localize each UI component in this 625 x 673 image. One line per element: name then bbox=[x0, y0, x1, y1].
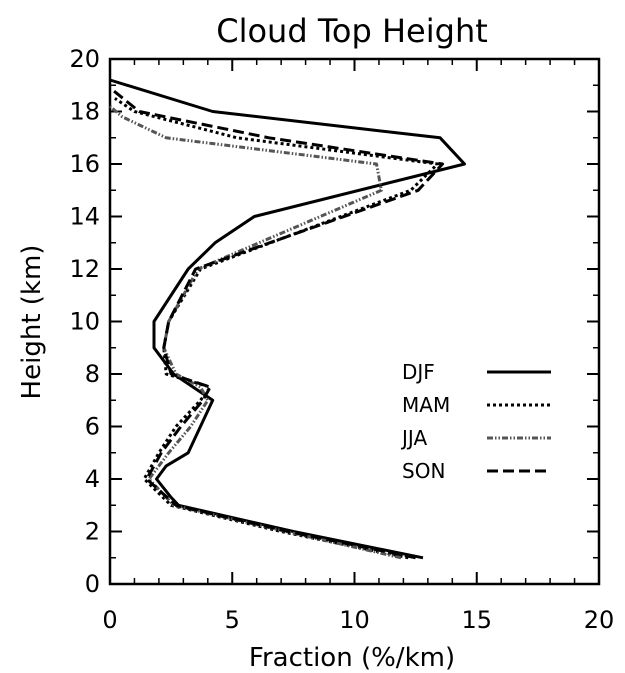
series-line-son bbox=[109, 86, 444, 560]
y-axis-label: Height (km) bbox=[17, 245, 47, 400]
legend-label-djf: DJF bbox=[402, 360, 435, 384]
y-tick-label: 0 bbox=[85, 570, 100, 598]
series-line-mam bbox=[114, 97, 440, 560]
plot-area bbox=[108, 57, 601, 586]
y-tick-label: 2 bbox=[85, 518, 100, 546]
y-tick-label: 14 bbox=[69, 203, 100, 231]
x-tick-label: 0 bbox=[102, 606, 117, 634]
y-tick-label: 18 bbox=[69, 98, 100, 126]
legend: DJF MAM JJA SON bbox=[400, 360, 551, 483]
legend-label-jja: JJA bbox=[400, 426, 427, 450]
series-line-djf bbox=[109, 78, 466, 560]
y-tick-label: 6 bbox=[85, 413, 100, 441]
x-tick-label: 10 bbox=[339, 606, 370, 634]
y-tick-label: 4 bbox=[85, 465, 100, 493]
series-lines bbox=[109, 78, 466, 560]
x-axis-label: Fraction (%/km) bbox=[249, 643, 455, 673]
chart-title: Cloud Top Height bbox=[216, 12, 488, 50]
tick-labels: 0 5 10 15 20 0 2 4 6 8 10 12 14 16 18 20 bbox=[69, 45, 614, 634]
y-tick-label: 12 bbox=[69, 255, 100, 283]
y-tick-label: 16 bbox=[69, 150, 100, 178]
x-tick-label: 20 bbox=[584, 606, 615, 634]
y-tick-label: 8 bbox=[85, 360, 100, 388]
x-tick-label: 15 bbox=[461, 606, 492, 634]
x-tick-label: 5 bbox=[225, 606, 240, 634]
legend-label-son: SON bbox=[402, 459, 445, 483]
ticks bbox=[109, 58, 600, 585]
y-tick-label: 20 bbox=[69, 45, 100, 73]
y-tick-label: 10 bbox=[69, 308, 100, 336]
legend-label-mam: MAM bbox=[402, 393, 450, 417]
series-line-jja bbox=[109, 105, 402, 560]
